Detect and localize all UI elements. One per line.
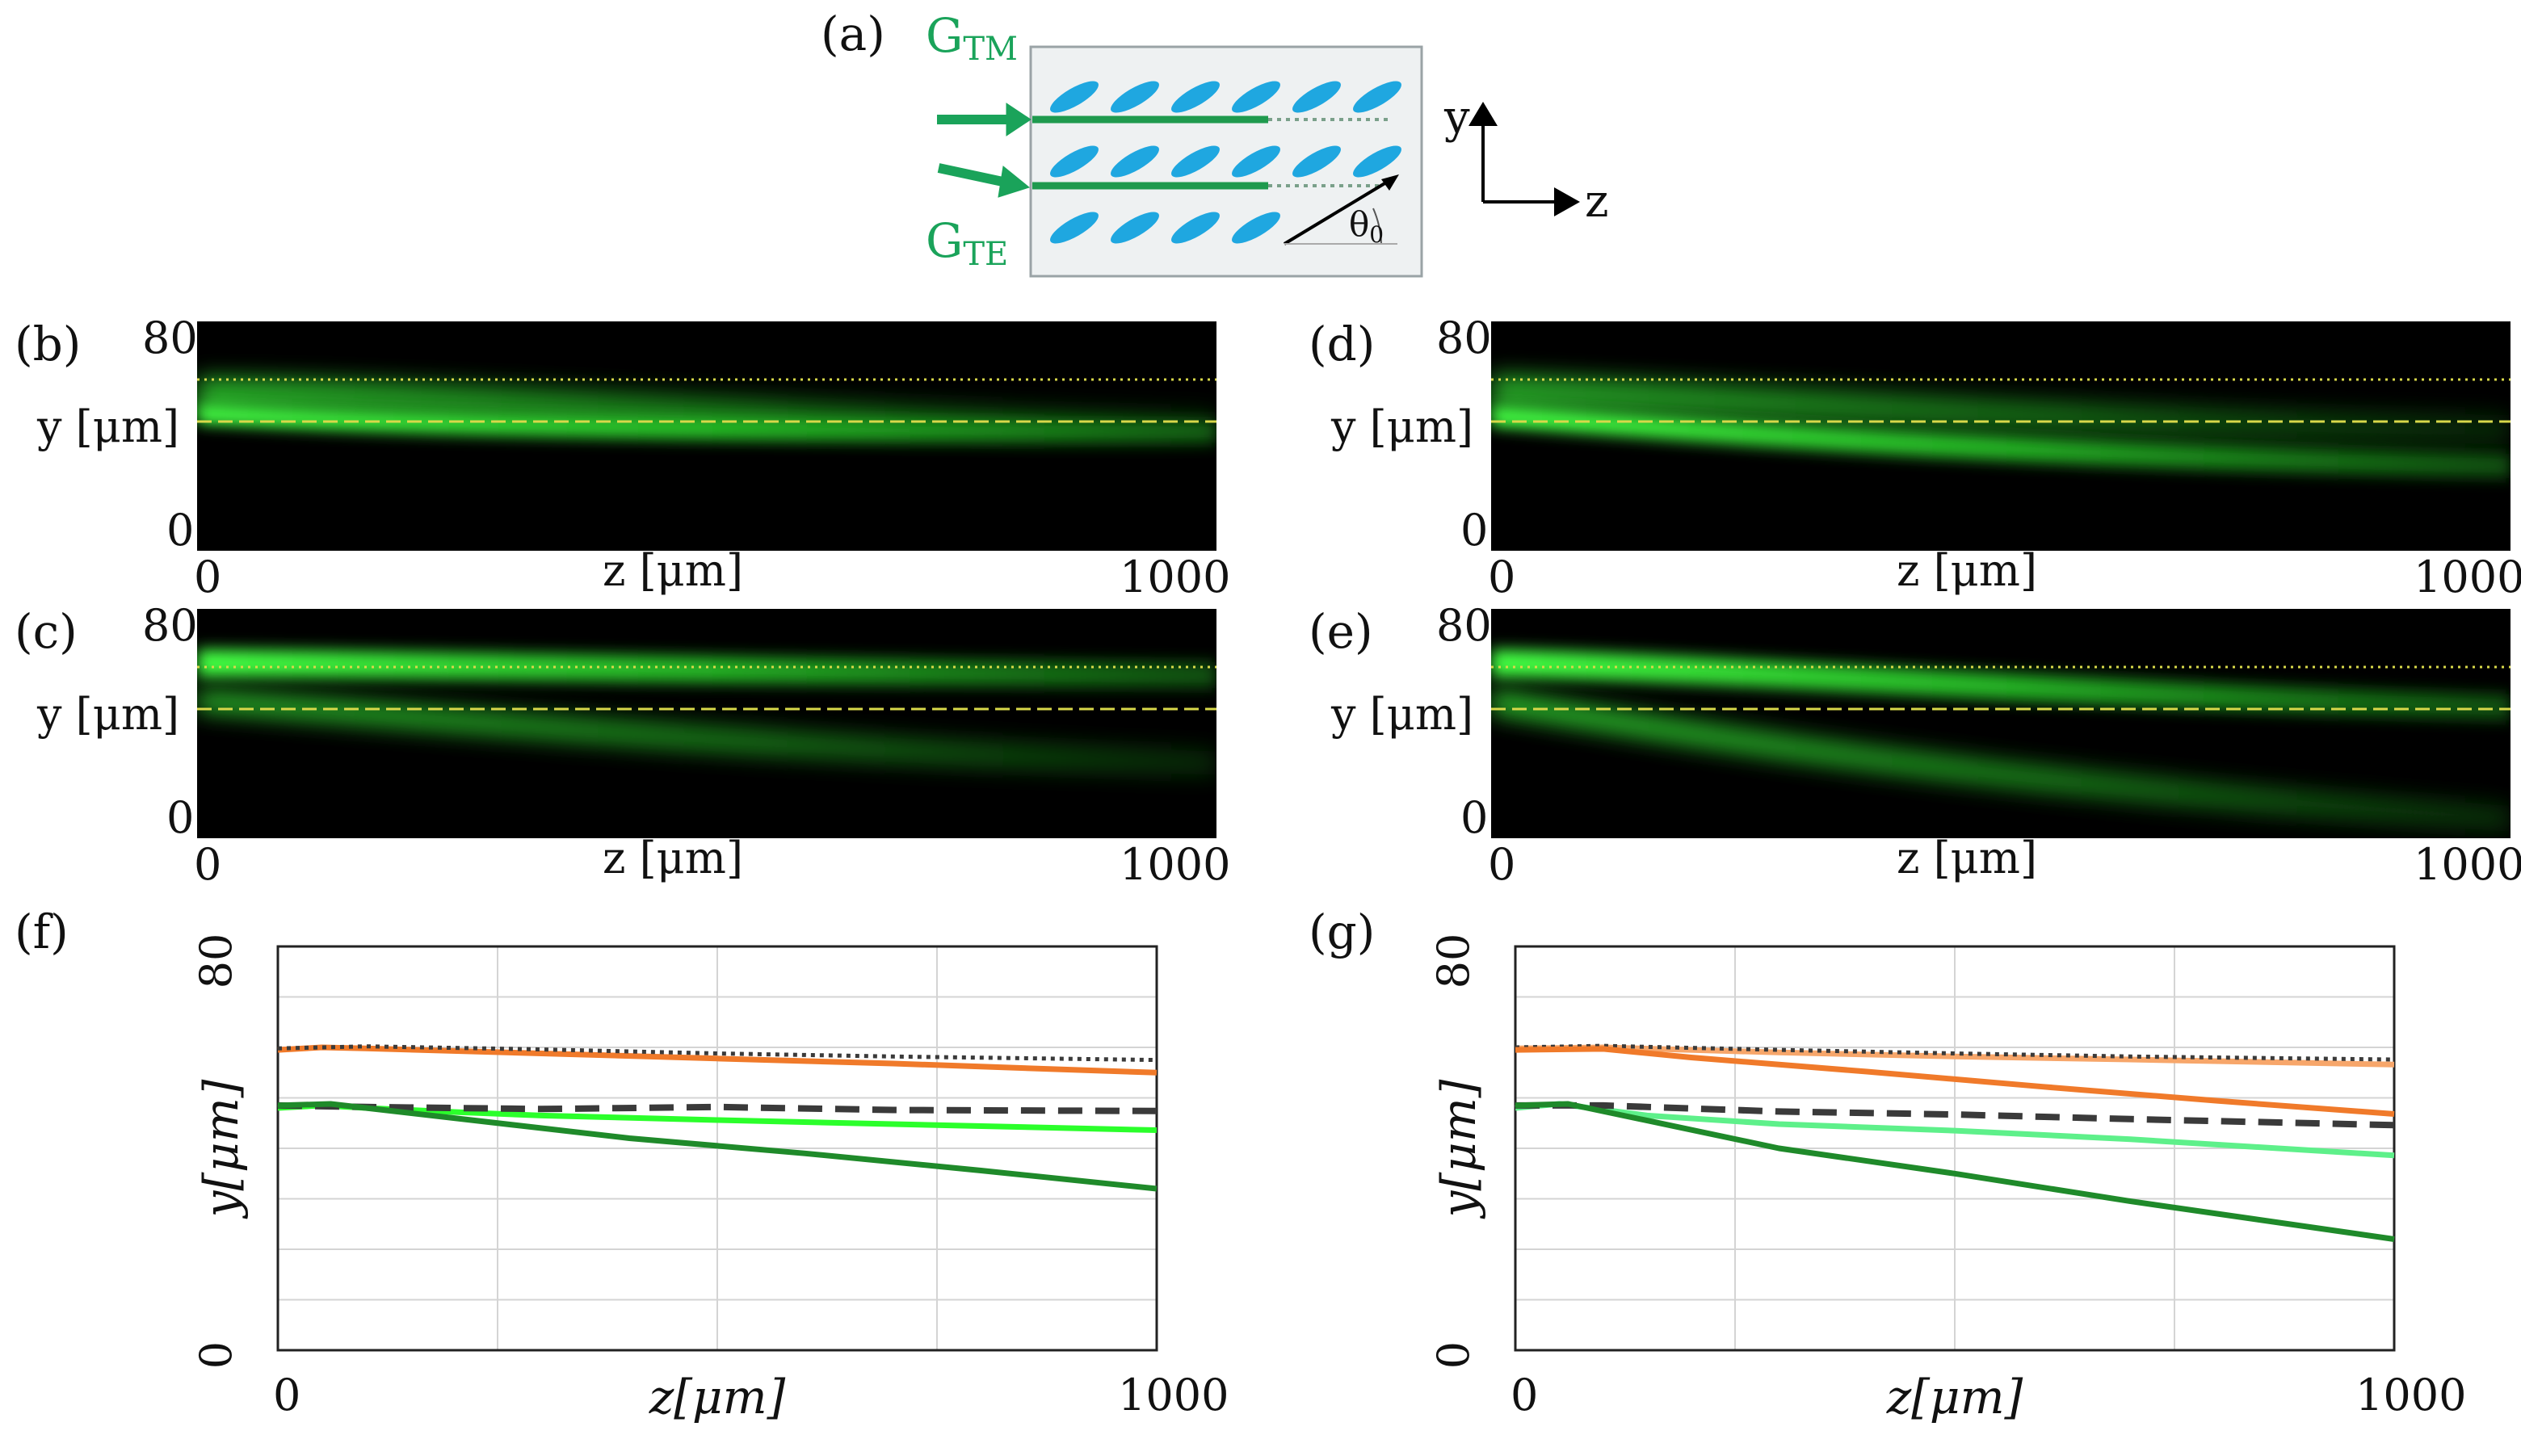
- heatmap-e: [1491, 609, 2510, 838]
- x-axis-label: z[μm]: [1886, 1370, 2023, 1425]
- series-line-darkgreen: [277, 1101, 1158, 1192]
- series-line-darkgreen: [1515, 1101, 2395, 1242]
- input-arrows: [937, 103, 1032, 198]
- panel-d-xmax: 1000: [2414, 552, 2521, 602]
- series-line-dashed: [1515, 1101, 2395, 1129]
- x-tick-label: 1000: [2355, 1370, 2465, 1420]
- y-axis-head: [1468, 102, 1498, 126]
- plot-frame: [276, 945, 1158, 1352]
- panel-b-ymax: 80: [142, 313, 198, 363]
- theta-label: θ0: [1349, 204, 1384, 248]
- panel-g-label: (g): [1309, 904, 1376, 959]
- angle-arrow-head: [1381, 174, 1399, 191]
- z-axis-head: [1554, 187, 1580, 216]
- panel-e-xmin: 0: [1488, 839, 1516, 890]
- y-tick-label: 80: [1428, 934, 1479, 989]
- y-tick-label: 0: [1428, 1341, 1479, 1369]
- y-tick-label: 0: [191, 1341, 242, 1369]
- angle-arc: [1372, 208, 1382, 245]
- series-line-dotted: [277, 1044, 1158, 1063]
- panel-e-ylabel: y [μm]: [1331, 689, 1474, 740]
- panel-f-label: (f): [15, 904, 69, 959]
- series-line-orange: [277, 1044, 1158, 1076]
- x-tick-label: 0: [1510, 1370, 1538, 1420]
- panel-b-xlabel: z [μm]: [603, 545, 744, 596]
- lc-molecules: [1050, 81, 1401, 244]
- panel-e-ymax: 80: [1436, 600, 1492, 651]
- panel-c-ymax: 80: [142, 600, 198, 651]
- line-chart-f: 0 1000 0 80 z[μm] y[μm]: [191, 934, 1228, 1425]
- panel-b-label: (b): [15, 317, 82, 371]
- panel-e-xlabel: z [μm]: [1897, 833, 2038, 883]
- panel-c-xmax: 1000: [1120, 839, 1231, 890]
- y-axis-label: y: [1443, 91, 1470, 144]
- panel-d-xmin: 0: [1488, 552, 1516, 602]
- panel-d-ylabel: y [μm]: [1331, 401, 1474, 452]
- panel-e-label: (e): [1309, 604, 1373, 659]
- x-axis-label: z[μm]: [649, 1370, 786, 1425]
- panel-e-xmax: 1000: [2414, 839, 2521, 890]
- line-chart-g: 0 1000 0 80 z[μm] y[μm]: [1428, 934, 2465, 1425]
- panel-c-xmin: 0: [194, 839, 222, 890]
- plot-frame: [1514, 945, 2396, 1352]
- schematic-svg: (a) GTM GTE: [821, 6, 1609, 278]
- heatmap-c: [197, 609, 1216, 838]
- panel-d-xlabel: z [μm]: [1897, 545, 2038, 596]
- panel-d-ymin: 0: [1460, 505, 1489, 556]
- y-axis-label: y[μm]: [194, 1079, 249, 1219]
- panel-d-ymax: 80: [1436, 313, 1492, 363]
- heatmap-b: [197, 321, 1216, 551]
- schematic-diagram: (a) GTM GTE: [816, 0, 1632, 291]
- panel-c-ylabel: y [μm]: [37, 689, 180, 740]
- grid-lines: [278, 946, 1157, 1350]
- series-line-orange: [1515, 1046, 2395, 1117]
- angle-arrow: [1283, 176, 1396, 245]
- series-line-dotted: [1515, 1043, 2395, 1062]
- panel-c-xlabel: z [μm]: [603, 833, 744, 883]
- panel-e-ymin: 0: [1460, 792, 1489, 843]
- z-axis-label: z: [1585, 175, 1609, 228]
- schematic-label: (a): [821, 6, 885, 61]
- panel-b-ylabel: y [μm]: [37, 401, 180, 452]
- panel-b-xmin: 0: [194, 552, 222, 602]
- panel-b-ymin: 0: [166, 505, 195, 556]
- x-tick-label: 1000: [1118, 1370, 1228, 1420]
- heatmap-d: [1491, 321, 2510, 551]
- series-line-dashed: [277, 1101, 1158, 1114]
- gtm-label: GTM: [926, 8, 1018, 68]
- panel-b-xmax: 1000: [1120, 552, 1231, 602]
- panel-c-ymin: 0: [166, 792, 195, 843]
- gte-label: GTE: [926, 213, 1008, 273]
- panel-d-label: (d): [1309, 317, 1376, 371]
- y-tick-label: 80: [191, 934, 242, 989]
- panel-c-label: (c): [15, 604, 78, 659]
- x-tick-label: 0: [273, 1370, 300, 1420]
- y-axis-label: y[μm]: [1431, 1079, 1486, 1219]
